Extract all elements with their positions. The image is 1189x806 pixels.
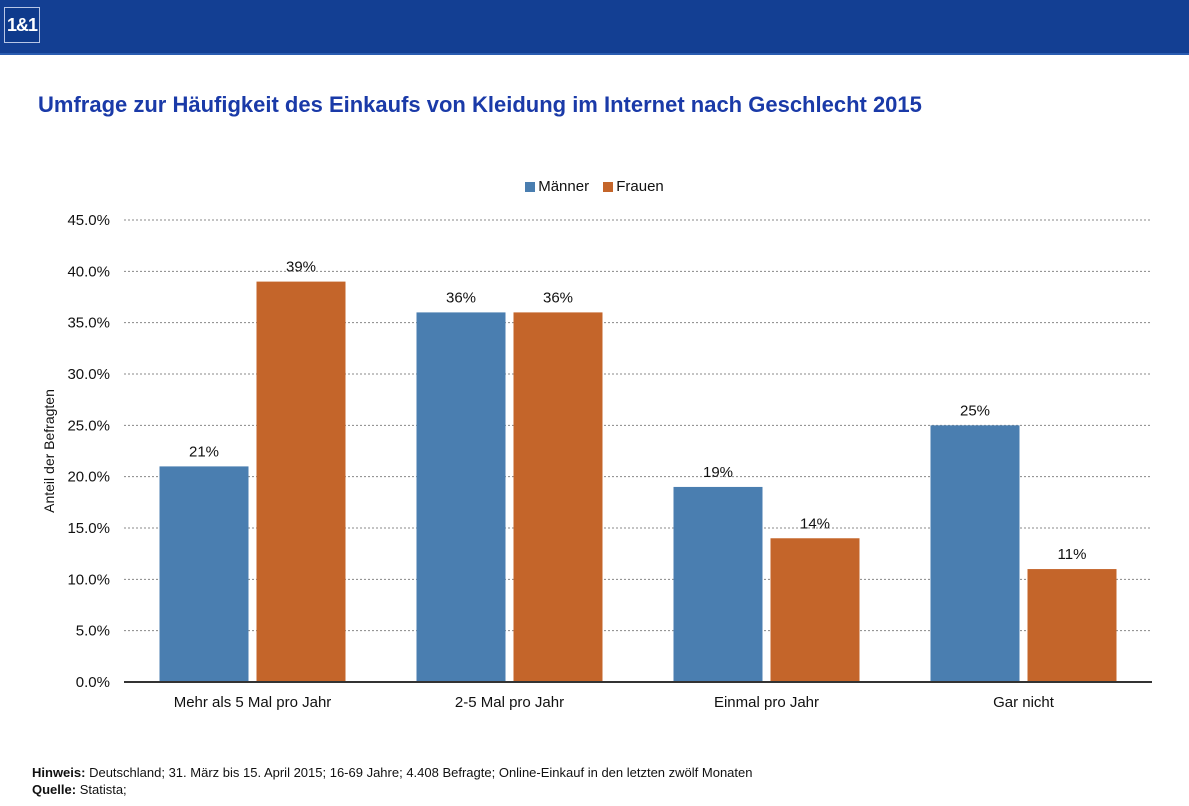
bar-frauen <box>256 281 346 682</box>
note-text: Deutschland; 31. März bis 15. April 2015… <box>85 765 753 780</box>
data-label: 19% <box>703 464 733 481</box>
bar-frauen <box>770 538 860 682</box>
source-text: Statista; <box>76 782 127 797</box>
legend-label-maenner: Männer <box>538 178 590 195</box>
bar-maenner <box>416 312 506 682</box>
legend-item-maenner: Männer <box>525 178 589 195</box>
bar-maenner <box>930 425 1020 682</box>
y-tick-label: 45.0% <box>67 212 110 229</box>
bar-frauen <box>1027 569 1117 682</box>
header-bar: 1&1 <box>0 0 1189 55</box>
y-tick-label: 25.0% <box>67 417 110 434</box>
x-tick-label: Einmal pro Jahr <box>714 694 819 711</box>
y-tick-label: 15.0% <box>67 520 110 537</box>
bar-maenner <box>159 466 249 682</box>
data-label: 39% <box>286 259 316 276</box>
bar-maenner <box>673 486 763 682</box>
footer-note: Hinweis: Deutschland; 31. März bis 15. A… <box>32 764 752 781</box>
x-tick-label: 2-5 Mal pro Jahr <box>455 694 564 711</box>
chart-footer: Hinweis: Deutschland; 31. März bis 15. A… <box>32 764 752 798</box>
data-label: 25% <box>960 402 990 419</box>
source-label: Quelle: <box>32 782 77 797</box>
legend-swatch-frauen <box>603 181 614 192</box>
y-tick-label: 30.0% <box>67 366 110 383</box>
y-tick-label: 35.0% <box>67 315 110 332</box>
data-label: 14% <box>800 515 830 532</box>
y-tick-label: 20.0% <box>67 469 110 486</box>
brand-logo: 1&1 <box>4 7 40 43</box>
x-tick-label: Mehr als 5 Mal pro Jahr <box>174 694 332 711</box>
bar-frauen <box>513 312 603 682</box>
data-label: 36% <box>446 289 476 306</box>
legend-item-frauen: Frauen <box>603 178 664 195</box>
y-tick-label: 40.0% <box>67 263 110 280</box>
legend-label-frauen: Frauen <box>616 178 664 195</box>
y-axis-title: Anteil der Befragten <box>41 389 57 513</box>
legend-swatch-maenner <box>525 181 536 192</box>
note-label: Hinweis: <box>32 765 86 780</box>
data-label: 11% <box>1058 546 1087 563</box>
y-tick-label: 0.0% <box>76 674 110 691</box>
y-tick-label: 5.0% <box>76 623 110 640</box>
data-label: 21% <box>189 443 219 460</box>
data-label: 36% <box>543 289 573 306</box>
y-tick-label: 10.0% <box>67 571 110 588</box>
chart-legend: Männer Frauen <box>0 178 1189 196</box>
x-tick-label: Gar nicht <box>993 694 1055 711</box>
chart-title: Umfrage zur Häufigkeit des Einkaufs von … <box>38 92 922 117</box>
footer-source: Quelle: Statista; <box>32 781 752 798</box>
